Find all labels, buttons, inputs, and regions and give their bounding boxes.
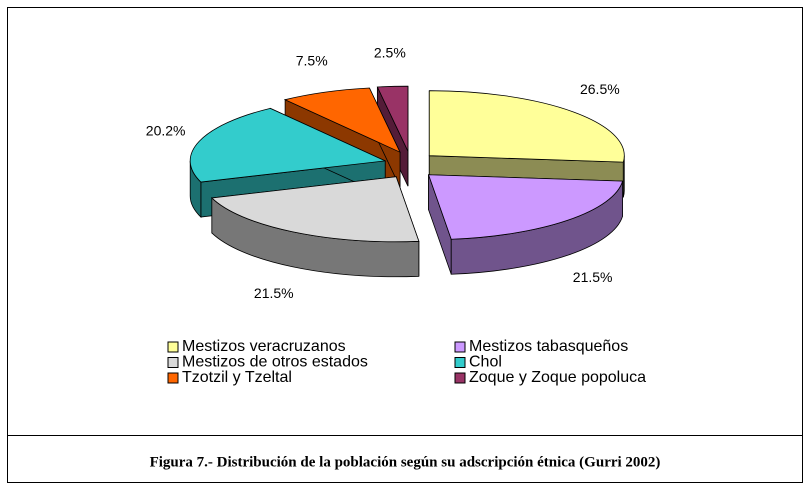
- data-label: 2.5%: [374, 44, 406, 60]
- legend-swatch: [454, 357, 466, 368]
- data-label: 21.5%: [573, 269, 613, 285]
- legend-swatch: [454, 341, 466, 353]
- slice: [427, 174, 624, 275]
- data-label: 26.5%: [580, 81, 620, 97]
- slice-top: [283, 87, 401, 154]
- legend-label: Mestizos veracruzanos: [182, 338, 346, 355]
- legend-swatch: [454, 372, 466, 384]
- slice-top: [210, 176, 420, 243]
- legend-swatch: [167, 357, 179, 368]
- legend-label: Tzotzil y Tzeltal: [182, 369, 292, 386]
- data-label: 20.2%: [146, 122, 186, 138]
- legend-label: Zoque y Zoque popoluca: [469, 369, 646, 386]
- caption: Figura 7.- Distribución de la población …: [150, 454, 661, 470]
- data-label: 7.5%: [296, 53, 328, 69]
- slice-top: [427, 174, 624, 240]
- data-label: 21.5%: [254, 285, 294, 301]
- legend-swatch: [167, 341, 179, 353]
- slice: [210, 176, 420, 278]
- slice-top: [428, 90, 625, 163]
- slice-top: [189, 107, 387, 183]
- legend-label: Mestizos de otros estados: [182, 354, 368, 371]
- slice-top: [376, 85, 409, 152]
- legend-swatch: [167, 372, 179, 384]
- legend-label: Chol: [469, 354, 502, 371]
- legend-label: Mestizos tabasqueños: [469, 338, 628, 355]
